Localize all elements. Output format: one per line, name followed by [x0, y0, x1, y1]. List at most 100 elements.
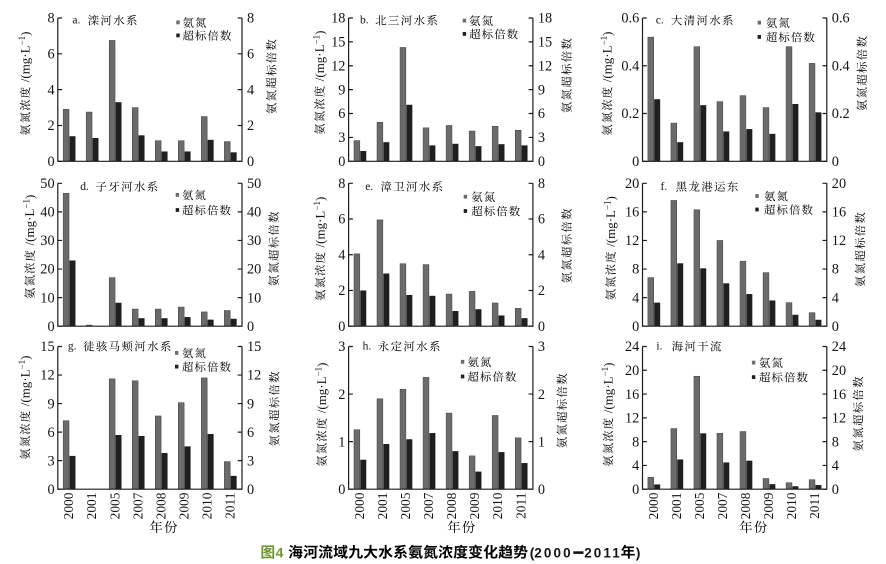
svg-text:2001: 2001 [84, 493, 99, 520]
svg-text:20: 20 [247, 262, 261, 278]
svg-text:10: 10 [247, 290, 261, 306]
svg-text:2010: 2010 [199, 492, 214, 519]
svg-text:0: 0 [832, 319, 839, 335]
svg-text:0: 0 [538, 482, 545, 498]
svg-text:8: 8 [338, 176, 345, 192]
svg-text:6: 6 [247, 47, 254, 63]
svg-text:0.2: 0.2 [832, 106, 850, 122]
svg-text:4: 4 [632, 458, 639, 474]
svg-text:8: 8 [47, 11, 54, 27]
svg-text:6: 6 [47, 47, 54, 63]
svg-text:12: 12 [331, 58, 345, 74]
svg-text:4: 4 [338, 247, 345, 263]
svg-text:3: 3 [338, 130, 345, 146]
svg-text:2011: 2011 [807, 493, 822, 519]
svg-text:4: 4 [832, 458, 839, 474]
svg-text:0: 0 [832, 482, 839, 498]
svg-text:2007: 2007 [130, 492, 145, 519]
svg-text:2000: 2000 [534, 545, 572, 560]
svg-text:4: 4 [832, 290, 839, 306]
svg-text:0: 0 [247, 154, 254, 170]
svg-text:8: 8 [632, 262, 639, 278]
svg-text:a.: a. [72, 15, 80, 27]
svg-text:0: 0 [338, 482, 345, 498]
svg-text:2: 2 [538, 387, 545, 403]
svg-text:0.6: 0.6 [621, 11, 639, 27]
svg-text:0: 0 [247, 319, 254, 335]
svg-text:6: 6 [338, 106, 345, 122]
svg-text:30: 30 [247, 233, 261, 249]
svg-text:0.2: 0.2 [621, 106, 639, 122]
svg-text:6: 6 [538, 106, 545, 122]
svg-text:3: 3 [338, 339, 345, 355]
svg-text:2007: 2007 [421, 492, 436, 519]
svg-text:8: 8 [632, 434, 639, 450]
svg-text:6: 6 [47, 425, 54, 441]
svg-text:8: 8 [832, 262, 839, 278]
svg-text:3: 3 [538, 130, 545, 146]
svg-text:e.: e. [365, 181, 373, 193]
svg-text:16: 16 [625, 387, 639, 403]
svg-text:4: 4 [276, 544, 284, 560]
svg-text:2000: 2000 [352, 492, 367, 519]
svg-text:10: 10 [40, 290, 54, 306]
svg-text:24: 24 [832, 339, 846, 355]
svg-text:2000: 2000 [61, 492, 76, 519]
svg-text:9: 9 [47, 396, 54, 412]
svg-text:2011: 2011 [222, 493, 237, 519]
svg-text:12: 12 [538, 58, 552, 74]
svg-text:18: 18 [331, 11, 345, 27]
svg-text:12: 12 [832, 233, 846, 249]
svg-text:0.4: 0.4 [832, 58, 850, 74]
svg-text:2001: 2001 [669, 493, 684, 520]
svg-text:0: 0 [832, 154, 839, 170]
svg-text:2007: 2007 [715, 492, 730, 519]
svg-text:12: 12 [625, 411, 639, 427]
svg-text:15: 15 [331, 35, 345, 51]
svg-text:16: 16 [625, 205, 639, 221]
svg-text:4: 4 [47, 82, 54, 98]
svg-text:6: 6 [338, 212, 345, 228]
svg-text:18: 18 [538, 11, 552, 27]
svg-text:9: 9 [538, 82, 545, 98]
svg-text:20: 20 [625, 363, 639, 379]
svg-text:24: 24 [625, 339, 639, 355]
svg-text:20: 20 [832, 363, 846, 379]
svg-text:0: 0 [632, 482, 639, 498]
svg-text:2009: 2009 [467, 492, 482, 519]
svg-text:0: 0 [247, 482, 254, 498]
svg-text:0: 0 [632, 319, 639, 335]
svg-text:4: 4 [247, 82, 254, 98]
svg-text:b.: b. [360, 15, 369, 27]
svg-text:12: 12 [40, 368, 54, 384]
svg-text:f.: f. [661, 181, 668, 193]
svg-text:3: 3 [247, 453, 254, 469]
svg-text:2: 2 [47, 118, 54, 134]
svg-text:15: 15 [538, 35, 552, 51]
svg-text:0: 0 [47, 154, 54, 170]
svg-text:0: 0 [338, 319, 345, 335]
svg-text:8: 8 [832, 434, 839, 450]
svg-text:0: 0 [538, 319, 545, 335]
svg-text:i.: i. [656, 341, 662, 353]
svg-text:20: 20 [40, 262, 54, 278]
svg-text:2009: 2009 [176, 492, 191, 519]
svg-text:40: 40 [40, 205, 54, 221]
svg-text:3: 3 [47, 453, 54, 469]
svg-text:2: 2 [338, 387, 345, 403]
svg-text:2008: 2008 [153, 492, 168, 519]
svg-text:50: 50 [40, 176, 54, 192]
svg-text:20: 20 [625, 176, 639, 192]
svg-text:3: 3 [538, 339, 545, 355]
svg-text:6: 6 [247, 425, 254, 441]
svg-text:0: 0 [47, 482, 54, 498]
svg-text:1: 1 [538, 434, 545, 450]
svg-text:2: 2 [247, 118, 254, 134]
svg-text:8: 8 [538, 176, 545, 192]
svg-text:15: 15 [247, 339, 261, 355]
svg-text:0.6: 0.6 [832, 11, 850, 27]
svg-text:4: 4 [632, 290, 639, 306]
svg-text:16: 16 [832, 387, 846, 403]
svg-text:2: 2 [538, 283, 545, 299]
svg-text:2008: 2008 [444, 492, 459, 519]
